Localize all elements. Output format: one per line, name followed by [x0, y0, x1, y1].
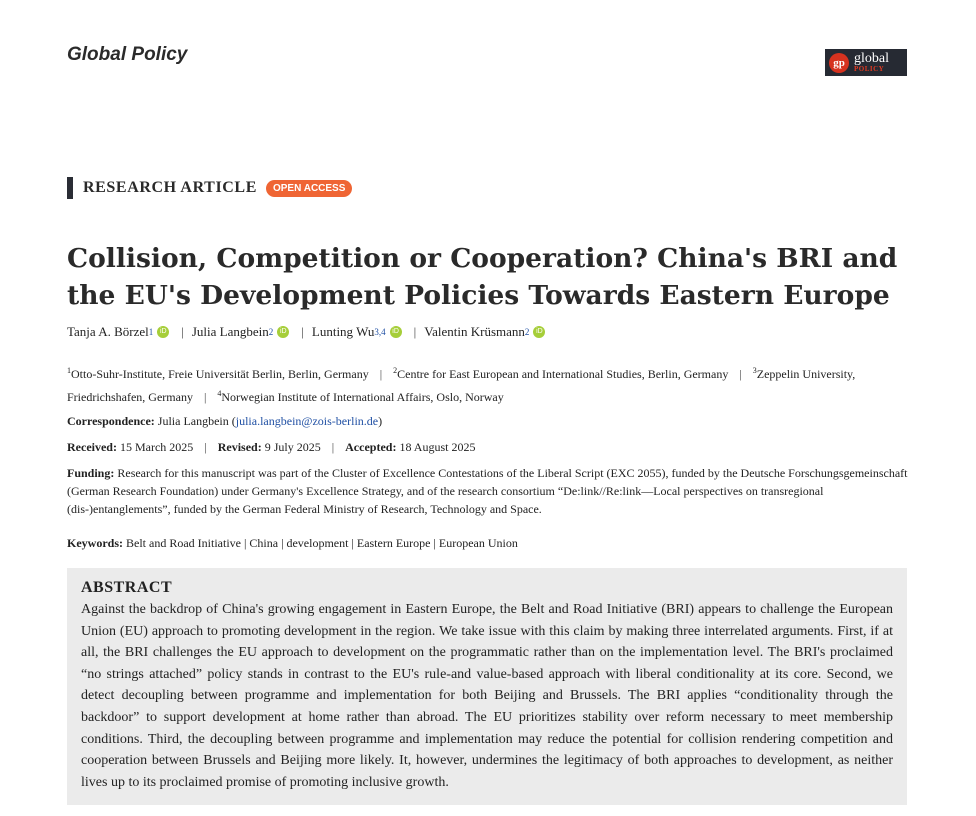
article-type-row: RESEARCH ARTICLE OPEN ACCESS [67, 177, 353, 199]
affiliation-number: 4 [217, 389, 222, 398]
separator: | [281, 536, 284, 550]
correspondence-email-link[interactable]: julia.langbein@zois-berlin.de [235, 414, 379, 428]
separator: | [204, 440, 207, 454]
funding-text: Research for this manuscript was part of… [67, 466, 908, 516]
funding: Funding: Research for this manuscript wa… [67, 464, 912, 518]
separator: | [301, 324, 304, 339]
separator: | [243, 536, 247, 550]
article-title: Collision, Competition or Cooperation? C… [67, 243, 898, 311]
funding-label: Funding: [67, 466, 115, 480]
author-affiliation-ref: 2 [524, 327, 530, 337]
keyword: European Union [438, 536, 518, 550]
affiliation: Norwegian Institute of International Aff… [221, 390, 504, 404]
journal-name: Global Policy [67, 44, 188, 65]
affiliation-number: 3 [752, 366, 757, 375]
keywords-label: Keywords: [67, 536, 123, 550]
affiliation: Otto-Suhr-Institute, Freie Universität B… [71, 367, 369, 381]
journal-logo: gp global POLICY [825, 49, 907, 76]
keyword: Belt and Road Initiative [126, 536, 241, 550]
logo-sub: POLICY [854, 65, 885, 73]
separator: | [203, 390, 207, 404]
author-affiliation-ref: 1 [148, 327, 154, 337]
orcid-icon[interactable]: iD [277, 326, 290, 338]
affiliation: Zeppelin University, Friedrichshafen, Ge… [67, 367, 856, 404]
separator: | [739, 367, 742, 381]
affiliations: 1Otto-Suhr-Institute, Freie Universität … [67, 361, 912, 407]
author-name: Julia Langbein [191, 324, 269, 339]
separator: | [351, 536, 354, 550]
logo-mark: gp [829, 52, 849, 73]
accepted-date: 18 August 2025 [399, 440, 476, 454]
author-name: Lunting Wu [311, 324, 375, 339]
separator: | [181, 324, 184, 339]
author-name: Tanja A. Börzel [67, 324, 149, 339]
correspondence: Correspondence: Julia Langbein (julia.la… [67, 414, 383, 428]
affiliation: Centre for East European and Internation… [397, 367, 729, 381]
type-bar-decoration [67, 177, 73, 199]
correspondence-label: Correspondence: [67, 414, 155, 428]
abstract-heading: ABSTRACT [81, 579, 173, 596]
author-affiliation-ref: 3,4 [374, 327, 386, 337]
received-date: 15 March 2025 [119, 440, 194, 454]
revised-label: Revised: [217, 440, 262, 454]
correspondence-name: Julia Langbein [157, 414, 229, 428]
orcid-icon[interactable]: iD [389, 326, 402, 338]
logo-word: global [854, 51, 889, 66]
affiliation-number: 2 [393, 366, 398, 375]
separator: | [379, 367, 383, 381]
keyword: development [286, 536, 349, 550]
separator: | [413, 324, 417, 339]
affiliation-number: 1 [67, 366, 71, 375]
author-affiliation-ref: 2 [268, 327, 274, 337]
keyword: Eastern Europe [356, 536, 431, 550]
keyword: China [249, 536, 279, 550]
article-dates: Received: 15 March 2025 | Revised: 9 Jul… [67, 437, 912, 457]
accepted-label: Accepted: [345, 440, 397, 454]
keywords: Keywords: Belt and Road Initiative | Chi… [67, 533, 912, 553]
open-access-badge: OPEN ACCESS [265, 179, 353, 197]
orcid-icon[interactable]: iD [533, 326, 546, 338]
orcid-icon[interactable]: iD [157, 326, 170, 338]
received-label: Received: [67, 440, 117, 454]
abstract-text: Against the backdrop of China's growing … [81, 602, 893, 790]
author-name: Valentin Krüsmann [424, 324, 525, 339]
separator: | [433, 536, 436, 550]
separator: | [331, 440, 335, 454]
author-list: Tanja A. Börzel 1 iD | Julia Langbein 2 iD… [67, 324, 549, 340]
abstract-box: ABSTRACT Against the backdrop of China's… [67, 568, 907, 805]
revised-date: 9 July 2025 [264, 440, 321, 454]
article-type: RESEARCH ARTICLE [83, 179, 257, 196]
